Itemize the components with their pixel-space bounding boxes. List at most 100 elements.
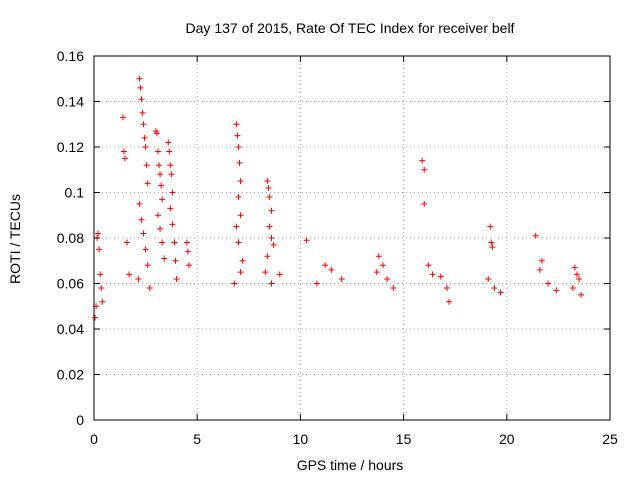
data-point: [159, 196, 166, 203]
data-point: [338, 275, 345, 282]
data-point: [237, 212, 244, 219]
gridlines: [94, 56, 610, 420]
data-point: [235, 239, 242, 246]
data-point: [154, 212, 161, 219]
data-point: [97, 271, 104, 278]
data-point: [166, 148, 173, 155]
plot-frame: [93, 55, 611, 421]
data-point: [169, 189, 176, 196]
data-point: [264, 253, 271, 260]
data-point: [379, 262, 386, 269]
x-tick-label: 10: [293, 431, 309, 447]
data-point: [313, 280, 320, 287]
data-point: [491, 285, 498, 292]
x-tick-label: 20: [499, 431, 515, 447]
data-point: [141, 134, 148, 141]
data-point: [173, 275, 180, 282]
data-point: [532, 232, 539, 239]
y-tick-label: 0.16: [57, 48, 84, 64]
data-point: [328, 266, 335, 273]
data-point: [429, 271, 436, 278]
data-point: [157, 171, 164, 178]
data-point: [268, 235, 275, 241]
data-point: [167, 205, 174, 212]
y-tick-label: 0.08: [57, 230, 84, 246]
data-point: [538, 257, 545, 264]
data-point: [425, 262, 432, 269]
data-point: [384, 275, 391, 282]
data-point: [553, 287, 560, 294]
y-tick-label: 0: [76, 412, 84, 428]
data-point: [142, 144, 149, 150]
data-point: [167, 162, 174, 169]
data-point: [545, 280, 552, 287]
data-point: [169, 221, 176, 228]
data-point: [485, 275, 492, 282]
data-point: [322, 262, 329, 269]
x-tick-label: 5: [193, 431, 201, 447]
data-point: [183, 239, 190, 246]
data-point: [158, 182, 165, 189]
y-axis-title: ROTI / TECUs: [7, 194, 23, 284]
data-point: [144, 180, 151, 187]
data-point: [276, 271, 283, 278]
data-point: [487, 223, 494, 230]
data-point: [135, 275, 142, 282]
data-point: [171, 239, 178, 246]
data-point: [233, 223, 240, 230]
x-axis-title: GPS time / hours: [297, 457, 404, 473]
data-point: [446, 298, 453, 305]
data-point: [121, 155, 128, 162]
data-point: [136, 75, 143, 82]
data-point: [233, 121, 240, 128]
data-point: [264, 178, 271, 185]
data-point: [142, 246, 149, 253]
data-point: [266, 223, 273, 230]
data-point: [268, 207, 275, 214]
data-point: [153, 130, 160, 137]
data-point: [266, 194, 273, 201]
data-point: [571, 264, 578, 271]
data-point: [172, 257, 179, 264]
data-point: [139, 109, 146, 116]
data-point: [303, 237, 310, 244]
data-point: [573, 271, 580, 278]
data-point: [237, 269, 244, 276]
y-tick-label: 0.14: [57, 94, 84, 110]
data-point: [390, 285, 397, 292]
data-point: [536, 266, 543, 273]
data-point: [146, 285, 153, 292]
data-point: [119, 114, 126, 121]
data-point: [239, 257, 246, 264]
data-point: [96, 246, 103, 253]
data-point: [156, 162, 163, 169]
y-tick-label: 0.04: [57, 321, 84, 337]
data-point: [268, 280, 275, 287]
y-tick-label: 0.06: [57, 276, 84, 292]
data-point: [578, 291, 585, 298]
data-point: [443, 285, 450, 292]
data-point: [154, 148, 161, 155]
axis-ticks: 0 0.02 0.04 0.06 0.08 0.1 0.12 0.14 0.16 0 5 10 15 20…: [57, 48, 618, 447]
data-point: [421, 200, 428, 207]
data-point: [236, 159, 243, 166]
data-point: [235, 144, 242, 150]
data-point: [136, 200, 143, 207]
data-point: [421, 166, 428, 173]
x-tick-label: 25: [602, 431, 618, 447]
data-point: [99, 298, 106, 305]
data-point: [497, 289, 504, 296]
data-point: [488, 239, 495, 246]
data-point: [235, 194, 242, 201]
data-point: [373, 269, 380, 276]
y-tick-label: 0.02: [57, 367, 84, 383]
data-point: [157, 225, 164, 232]
data-point: [419, 157, 426, 164]
data-point: [168, 171, 175, 178]
data-points: [92, 75, 585, 321]
data-point: [237, 178, 244, 185]
data-point: [576, 275, 583, 282]
data-point: [234, 132, 241, 139]
chart-title: Day 137 of 2015, Rate Of TEC Index for r…: [186, 20, 515, 36]
data-point: [124, 239, 131, 246]
